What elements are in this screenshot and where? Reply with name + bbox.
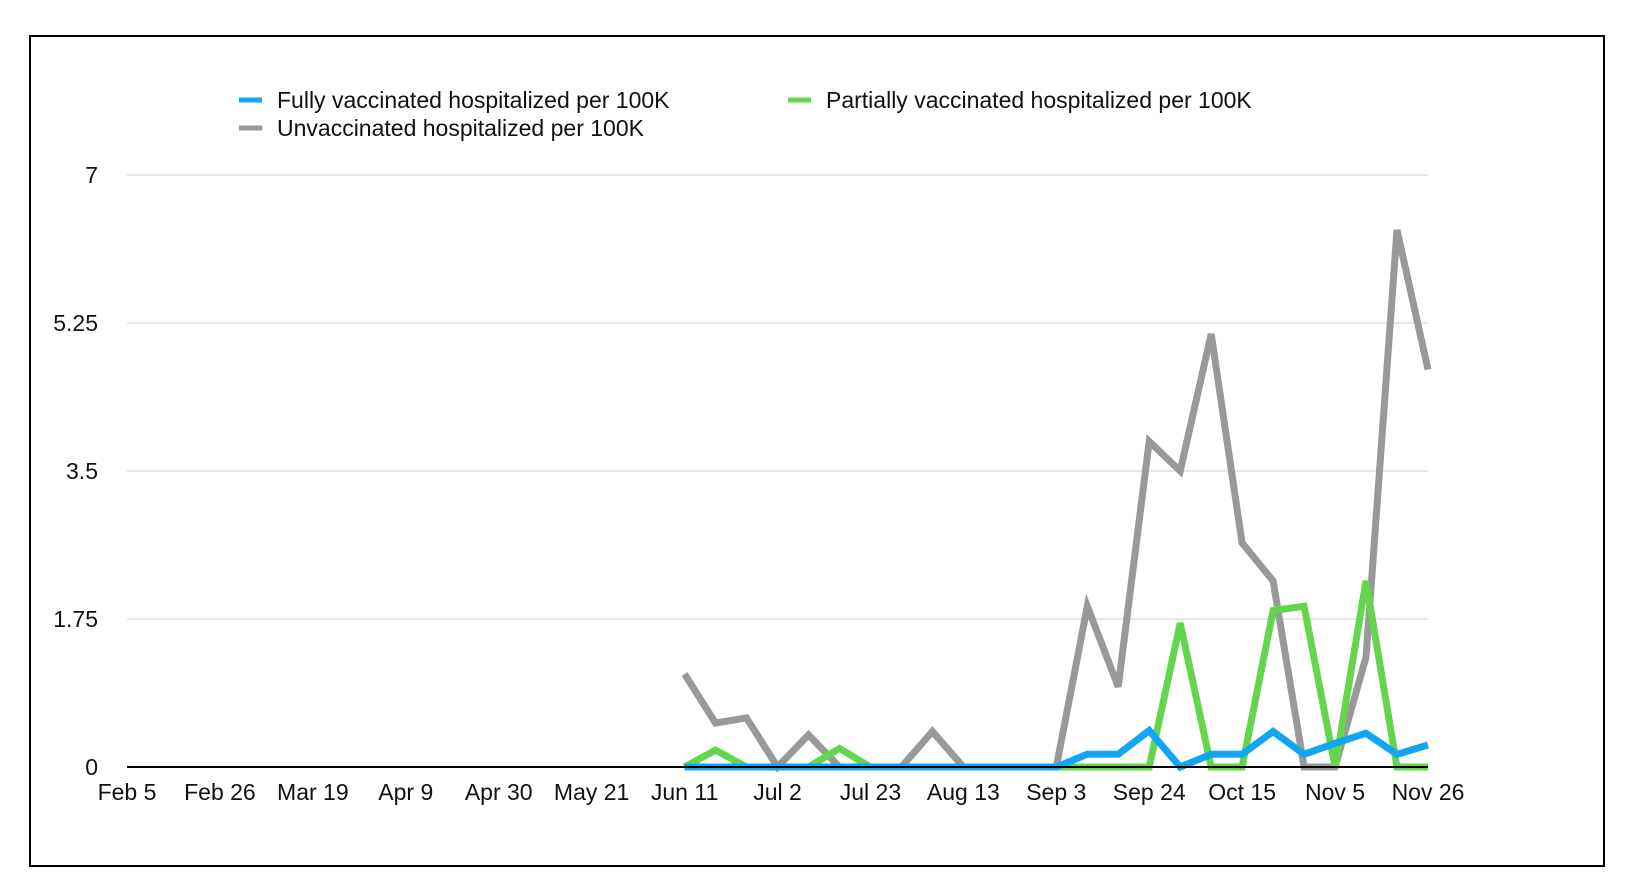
legend-item-fully-vaccinated-hospitalized-per-100k: Fully vaccinated hospitalized per 100K — [239, 87, 670, 113]
legend: Fully vaccinated hospitalized per 100K Pa… — [239, 87, 1252, 141]
x-tick-label: Feb 5 — [98, 779, 157, 805]
x-tick-label: Sep 3 — [1026, 779, 1086, 805]
x-tick-label: Nov 26 — [1392, 779, 1465, 805]
line-chart: 0 1.75 3.5 5.25 7 Feb 5 Feb 26 Mar 19 Apr 9 Apr … — [53, 87, 1465, 805]
legend-item-partially-vaccinated-hospitalized-per-100k: Partially vaccinated hospitalized per 10… — [788, 87, 1252, 113]
y-tick-label: 5.25 — [53, 310, 98, 336]
x-tick-label: May 21 — [554, 779, 629, 805]
x-tick-label: Oct 15 — [1208, 779, 1276, 805]
x-tick-label: Nov 5 — [1305, 779, 1365, 805]
y-tick-labels: 0 1.75 3.5 5.25 7 — [53, 162, 98, 780]
legend-label: Fully vaccinated hospitalized per 100K — [277, 87, 670, 113]
x-tick-label: Apr 30 — [465, 779, 533, 805]
legend-label: Unvaccinated hospitalized per 100K — [277, 115, 645, 141]
y-tick-label: 3.5 — [66, 458, 98, 484]
y-tick-label: 0 — [85, 754, 98, 780]
x-tick-label: Jun 11 — [651, 779, 718, 805]
x-tick-label: Aug 13 — [927, 779, 1000, 805]
x-tick-label: Sep 24 — [1113, 779, 1186, 805]
series-lines — [681, 229, 1432, 773]
y-tick-label: 7 — [85, 162, 98, 188]
x-tick-label: Mar 19 — [277, 779, 349, 805]
chart-frame: 0 1.75 3.5 5.25 7 Feb 5 Feb 26 Mar 19 Apr 9 Apr … — [29, 35, 1605, 867]
x-tick-labels: Feb 5 Feb 26 Mar 19 Apr 9 Apr 30 May 21 Jun 11… — [98, 779, 1465, 805]
gridlines — [127, 174, 1428, 620]
legend-label: Partially vaccinated hospitalized per 10… — [826, 87, 1252, 113]
legend-item-unvaccinated-hospitalized-per-100k: Unvaccinated hospitalized per 100K — [239, 115, 645, 141]
x-tick-label: Feb 26 — [184, 779, 256, 805]
y-tick-label: 1.75 — [53, 606, 98, 632]
x-tick-label: Jul 2 — [753, 779, 802, 805]
x-tick-label: Jul 23 — [840, 779, 901, 805]
x-tick-label: Apr 9 — [378, 779, 433, 805]
series-line-partially-vaccinated-hospitalized-per-100k — [682, 580, 1428, 771]
